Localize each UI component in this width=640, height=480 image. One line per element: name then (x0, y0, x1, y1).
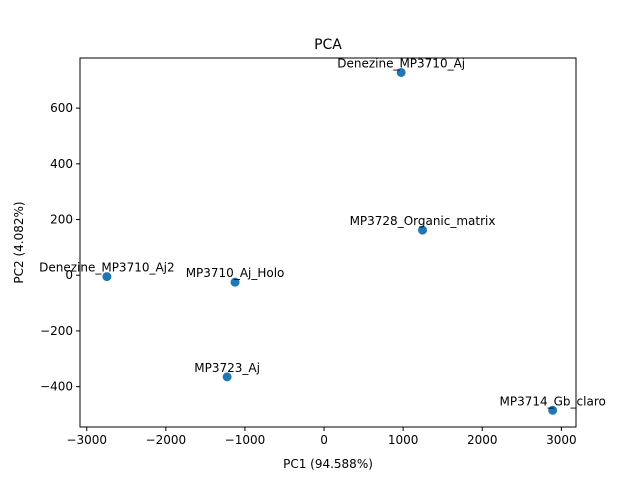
data-point-label: Denezine_MP3710_Aj (337, 56, 465, 70)
data-point (548, 405, 558, 415)
x-axis-label: PC1 (94.588%) (283, 457, 373, 471)
x-tick-label: 2000 (467, 433, 498, 447)
y-tick-label: −200 (40, 324, 73, 338)
y-tick-label: 200 (50, 213, 73, 227)
data-point (396, 67, 406, 77)
data-point-label: MP3714_Gb_claro (499, 394, 605, 408)
y-axis-label: PC2 (4.082%) (12, 201, 26, 283)
data-point-label: MP3728_Organic_matrix (350, 214, 496, 228)
data-point-label: MP3723_Aj (194, 361, 260, 375)
x-tick-label: −2000 (146, 433, 187, 447)
x-tick-label: −1000 (225, 433, 266, 447)
data-point-label: Denezine_MP3710_Aj2 (39, 261, 175, 275)
plot-area: −3000 −2000 −1000 0 1000 2000 3000−400−2000200… (39, 56, 606, 447)
y-tick-label: 400 (50, 157, 73, 171)
chart-title: PCA (314, 37, 342, 53)
y-tick-label: 600 (50, 101, 73, 115)
data-point (418, 225, 428, 235)
y-tick-label: −400 (40, 380, 73, 394)
x-tick-label: −3000 (66, 433, 107, 447)
y-tick-label: 0 (65, 268, 73, 282)
axes-frame (79, 57, 577, 428)
x-tick-label: 1000 (388, 433, 419, 447)
data-point-label: MP3710_Aj_Holo (186, 266, 285, 280)
data-point (230, 277, 240, 287)
x-tick-label: 0 (320, 433, 328, 447)
data-point (222, 372, 232, 382)
data-point (102, 272, 112, 282)
x-tick-label: 3000 (546, 433, 577, 447)
